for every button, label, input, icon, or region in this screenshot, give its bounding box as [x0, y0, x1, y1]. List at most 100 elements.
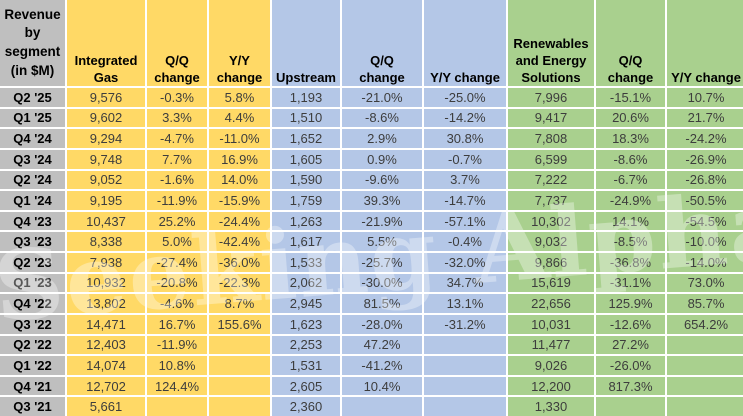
data-cell: 13.1% — [422, 292, 508, 315]
data-cell: 1,759 — [270, 189, 342, 212]
col-header-renewables-yy-change: Y/Y change — [665, 0, 743, 88]
data-cell: 9,294 — [65, 127, 147, 150]
corner-header-revenue-by-segment: Revenue by segment (in $M) — [0, 0, 67, 88]
data-cell: -21.0% — [340, 86, 424, 109]
data-cell: 1,330 — [506, 395, 596, 416]
data-cell: 47.2% — [340, 333, 424, 357]
table-row: Q1 '22 14,074 10.8% 1,531 -41.2% 9,026 -26.0% — [0, 354, 743, 377]
data-cell: -0.4% — [422, 230, 508, 253]
data-cell: 1,531 — [270, 354, 342, 377]
data-cell: 10.4% — [340, 374, 424, 398]
data-cell: -26.0% — [594, 354, 667, 377]
data-cell: 11,477 — [506, 333, 596, 357]
data-cell: -42.4% — [207, 230, 272, 253]
data-cell: 7,996 — [506, 86, 596, 109]
data-cell: -31.2% — [422, 312, 508, 336]
data-cell: 7.7% — [145, 147, 209, 171]
data-cell: 1,605 — [270, 147, 342, 171]
data-cell: 3.3% — [145, 106, 209, 130]
data-cell: 1,617 — [270, 230, 342, 253]
data-cell — [207, 374, 272, 398]
data-cell — [207, 354, 272, 377]
data-cell: 2,062 — [270, 271, 342, 295]
data-cell: -1.6% — [145, 168, 209, 192]
data-cell: 9,052 — [65, 168, 147, 192]
data-cell: 10,932 — [65, 271, 147, 295]
data-cell: 10.7% — [665, 86, 743, 109]
table-body: Q2 '25 9,576 -0.3% 5.8% 1,193 -21.0% -25.0% 7,9… — [0, 86, 743, 416]
data-cell — [665, 374, 743, 398]
table-row: Q3 '24 9,748 7.7% 16.9% 1,605 0.9% -0.7% 6,599-… — [0, 147, 743, 171]
data-cell: 7,808 — [506, 127, 596, 150]
data-cell: -0.3% — [145, 86, 209, 109]
row-label: Q4 '21 — [0, 374, 67, 398]
data-cell: 9,032 — [506, 230, 596, 253]
data-cell: 14.1% — [594, 209, 667, 233]
data-cell: -28.0% — [340, 312, 424, 336]
row-label: Q3 '21 — [0, 395, 67, 416]
data-cell: 124.4% — [145, 374, 209, 398]
table-row: Q4 '22 13,802 -4.6% 8.7% 2,945 81.5% 13.1% 22,6… — [0, 292, 743, 315]
data-cell: -50.5% — [665, 189, 743, 212]
table-row: Q3 '21 5,661 2,360 1,330 — [0, 395, 743, 416]
table-row: Q2 '22 12,403 -11.9% 2,253 47.2% 11,477 27.2% — [0, 333, 743, 357]
data-cell: -4.7% — [145, 127, 209, 150]
data-cell: -24.4% — [207, 209, 272, 233]
data-cell: -14.0% — [665, 251, 743, 274]
col-header-gas-qq-change: Q/Q change — [145, 0, 209, 88]
data-cell — [665, 354, 743, 377]
data-cell: 85.7% — [665, 292, 743, 315]
data-cell: -27.4% — [145, 251, 209, 274]
table-row: Q4 '24 9,294 -4.7% -11.0% 1,652 2.9% 30.8% 7,80… — [0, 127, 743, 150]
data-cell: 7,938 — [65, 251, 147, 274]
data-cell: 12,702 — [65, 374, 147, 398]
data-cell: -0.7% — [422, 147, 508, 171]
row-label: Q4 '22 — [0, 292, 67, 315]
row-label: Q1 '23 — [0, 271, 67, 295]
data-cell — [340, 395, 424, 416]
data-cell: 27.2% — [594, 333, 667, 357]
data-cell: -11.9% — [145, 333, 209, 357]
data-cell: 18.3% — [594, 127, 667, 150]
data-cell: -15.9% — [207, 189, 272, 212]
data-cell: 16.9% — [207, 147, 272, 171]
data-cell: -32.0% — [422, 251, 508, 274]
data-cell: -24.2% — [665, 127, 743, 150]
data-cell: 9,417 — [506, 106, 596, 130]
data-cell: -30.0% — [340, 271, 424, 295]
data-cell: 9,026 — [506, 354, 596, 377]
data-cell: -12.6% — [594, 312, 667, 336]
data-cell: 12,200 — [506, 374, 596, 398]
data-cell: 21.7% — [665, 106, 743, 130]
data-cell: 20.6% — [594, 106, 667, 130]
data-cell: 654.2% — [665, 312, 743, 336]
row-label: Q4 '23 — [0, 209, 67, 233]
data-cell: 14.0% — [207, 168, 272, 192]
data-cell: -26.8% — [665, 168, 743, 192]
data-cell: 12,403 — [65, 333, 147, 357]
row-label: Q3 '22 — [0, 312, 67, 336]
data-cell: 9,195 — [65, 189, 147, 212]
data-cell: -11.9% — [145, 189, 209, 212]
data-cell: 16.7% — [145, 312, 209, 336]
data-cell — [145, 395, 209, 416]
row-label: Q2 '23 — [0, 251, 67, 274]
data-cell: 4.4% — [207, 106, 272, 130]
table-row: Q4 '21 12,702 124.4% 2,605 10.4% 12,200 817.3% — [0, 374, 743, 398]
data-cell — [422, 395, 508, 416]
data-cell: 9,748 — [65, 147, 147, 171]
data-cell: 7,737 — [506, 189, 596, 212]
data-cell: 15,619 — [506, 271, 596, 295]
table-header: Revenue by segment (in $M) Integrated Ga… — [0, 0, 743, 88]
row-label: Q2 '22 — [0, 333, 67, 357]
row-label: Q4 '24 — [0, 127, 67, 150]
data-cell: 9,866 — [506, 251, 596, 274]
data-cell: -14.7% — [422, 189, 508, 212]
data-cell — [422, 374, 508, 398]
col-header-upstream: Upstream — [270, 0, 342, 88]
data-cell: 1,590 — [270, 168, 342, 192]
col-header-renewables-energy-solutions: Renewables and Energy Solutions — [506, 0, 596, 88]
row-label: Q3 '23 — [0, 230, 67, 253]
data-cell: -26.9% — [665, 147, 743, 171]
